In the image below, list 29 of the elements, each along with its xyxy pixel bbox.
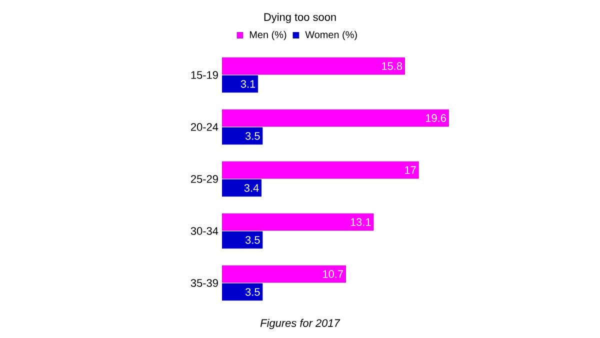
legend-label: Women (%): [305, 30, 357, 40]
data-label: 3.5: [245, 132, 260, 140]
bar: [222, 57, 405, 75]
bar: [222, 127, 263, 145]
data-label: 3.5: [245, 288, 260, 296]
y-tick-label: 35-39: [190, 279, 218, 287]
bar: [222, 109, 449, 127]
data-label: 3.4: [244, 184, 259, 192]
data-label: 10.7: [323, 270, 344, 278]
chart-title: Dying too soon: [264, 12, 336, 24]
legend-label: Men (%): [250, 30, 286, 40]
bar: [222, 231, 263, 249]
data-label: 17: [405, 166, 416, 174]
data-label: 13.1: [350, 218, 371, 226]
data-label: 19.6: [426, 114, 446, 122]
data-label: 3.5: [245, 236, 260, 244]
bar: [222, 75, 258, 93]
bar: [222, 179, 262, 197]
y-tick-label: 15-19: [191, 71, 218, 79]
bar: [222, 265, 346, 283]
bar: [222, 283, 263, 301]
bar: [222, 161, 419, 179]
y-tick-label: 20-24: [191, 123, 218, 131]
data-label: 3.1: [240, 80, 256, 88]
text: Figures for 2017: [260, 318, 340, 330]
y-tick-label: 25-29: [191, 175, 218, 183]
y-tick-label: 30-34: [190, 227, 218, 235]
bar: [222, 213, 374, 231]
data-label: 15.8: [382, 62, 402, 70]
